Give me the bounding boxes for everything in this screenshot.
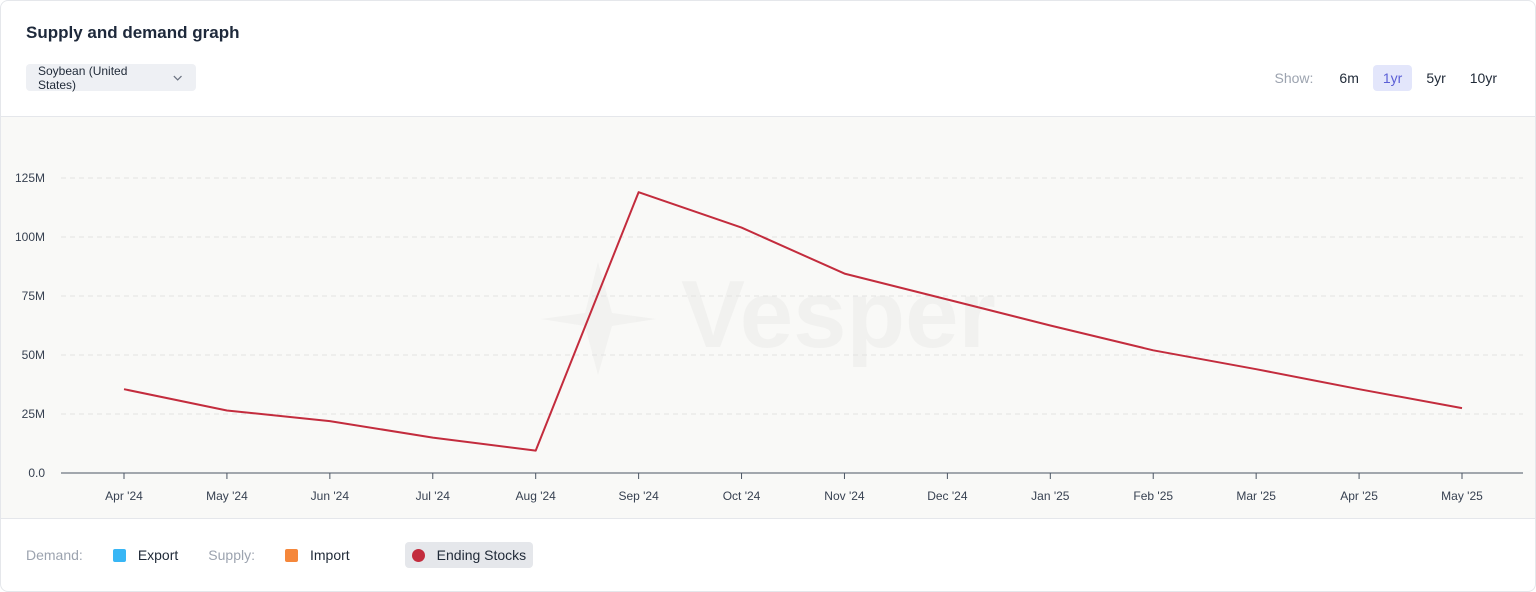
y-tick-label: 100M (15, 230, 45, 244)
line-chart: Vesper 0.0 25M 50M 75M 100M 125M Apr '24 May '… (15, 171, 1523, 503)
legend-ending-stocks[interactable]: Ending Stocks (404, 542, 534, 568)
import-swatch (284, 548, 298, 562)
commodity-dropdown-value: Soybean (United States) (38, 63, 128, 92)
legend: Demand: Export Supply: Import Ending Sto… (26, 542, 534, 568)
export-label: Export (137, 547, 179, 563)
range-1yr-button[interactable]: 1yr (1372, 65, 1413, 91)
chevron-down-icon (173, 75, 182, 81)
demand-label: Demand: (26, 547, 83, 563)
x-tick-label: Jul '24 (416, 489, 451, 503)
y-tick-label: 125M (15, 171, 45, 185)
x-tick-label: Mar '25 (1236, 489, 1276, 503)
x-tick-label: Oct '24 (723, 489, 761, 503)
watermark-text: Vesper (681, 261, 996, 368)
x-tick-label: May '25 (1441, 489, 1483, 503)
y-tick-label: 25M (22, 407, 45, 421)
range-5yr-button[interactable]: 5yr (1426, 70, 1446, 86)
x-tick-label: Apr '25 (1340, 489, 1378, 503)
y-tick-label: 0.0 (28, 466, 45, 480)
x-tick-label: Apr '24 (105, 489, 143, 503)
ending-stocks-label: Ending Stocks (436, 547, 527, 563)
x-tick-label: Feb '25 (1133, 489, 1173, 503)
import-label: Import (309, 547, 350, 563)
card-header: Supply and demand graph Soybean (United … (1, 1, 1535, 116)
legend-export[interactable]: Export (112, 547, 179, 563)
x-tick-label: Jun '24 (311, 489, 350, 503)
y-tick-label: 75M (22, 289, 45, 303)
x-tick-label: Sep '24 (618, 489, 659, 503)
x-tick-label: Nov '24 (824, 489, 865, 503)
commodity-dropdown[interactable]: Soybean (United States) (26, 63, 196, 92)
ending-stocks-dot (411, 548, 425, 562)
x-tick-label: Dec '24 (927, 489, 968, 503)
ending-stocks-line (123, 191, 1463, 452)
range-selector: Show: 6m 1yr 5yr 10yr (1274, 65, 1507, 91)
legend-import[interactable]: Import (284, 547, 350, 563)
x-tick-label: Aug '24 (516, 489, 557, 503)
y-tick-label: 50M (22, 348, 45, 362)
x-tick-label: Jan '25 (1031, 489, 1070, 503)
x-tick-label: May '24 (206, 489, 248, 503)
range-10yr-button[interactable]: 10yr (1469, 70, 1497, 86)
plot-area: Vesper 0.0 25M 50M 75M 100M 125M Apr '24 May '… (1, 116, 1535, 519)
export-swatch (112, 548, 126, 562)
supply-label: Supply: (208, 547, 255, 563)
show-label: Show: (1274, 70, 1314, 86)
chart-title: Supply and demand graph (26, 23, 240, 42)
range-6m-button[interactable]: 6m (1339, 70, 1359, 86)
vesper-watermark: Vesper (541, 261, 996, 375)
